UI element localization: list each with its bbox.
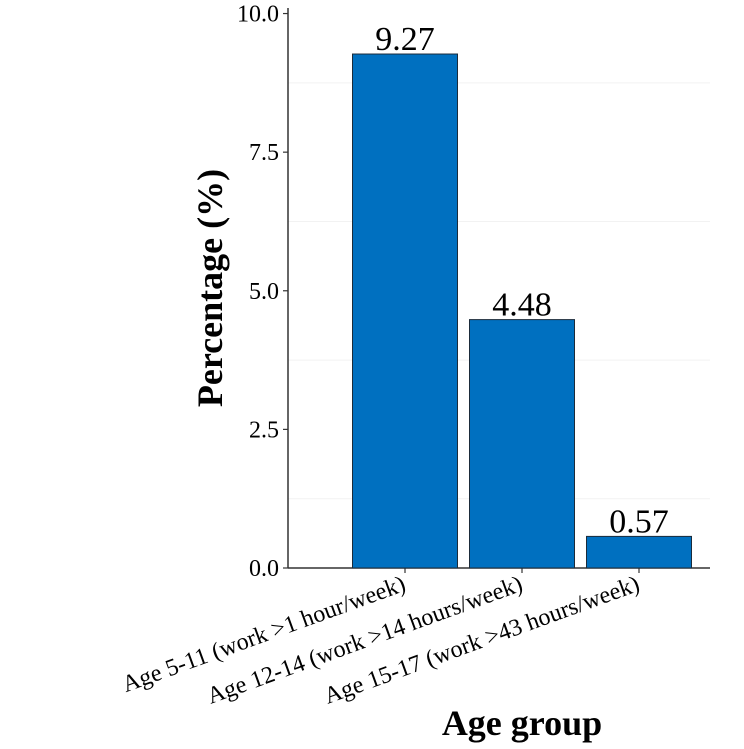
y-axis-title: Percentage (%) [190,169,230,407]
y-tick-label: 2.5 [249,417,279,443]
y-tick-label: 10.0 [237,2,279,28]
bar-value-label: 9.27 [375,21,435,58]
data-labels: 9.27 4.48 0.57 [375,21,669,540]
y-tick-label: 5.0 [249,279,279,305]
y-tick-label: 0.0 [249,556,279,582]
bar [352,53,458,569]
bar [469,319,575,569]
y-tick-label: 7.5 [249,140,279,166]
x-axis-title: Age group [442,703,602,743]
x-tick-labels: Age 5-11 (work >1 hour/week)Age 12-14 (w… [119,571,643,709]
y-tick-labels: 0.0 2.5 5.0 7.5 10.0 [237,2,279,582]
bar-value-label: 0.57 [609,503,669,540]
bar [586,535,692,569]
bar-value-label: 4.48 [492,287,552,324]
bars [352,53,692,569]
